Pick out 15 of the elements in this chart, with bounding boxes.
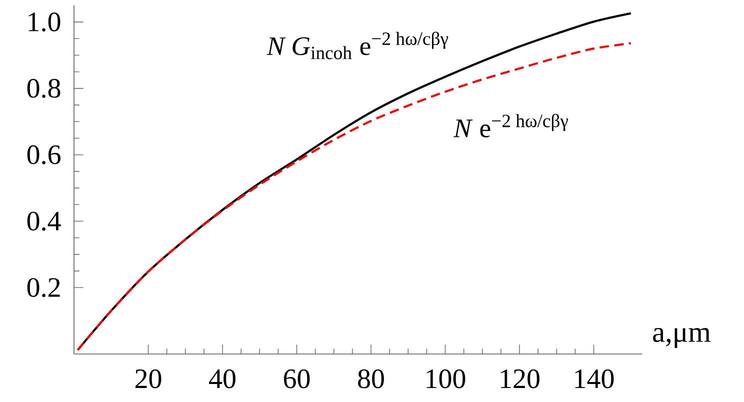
x-tick-label: 60 xyxy=(284,369,310,388)
x-tick-label: 20 xyxy=(135,369,162,388)
annotation: N e$^{−2 hω/cβγ}$ xyxy=(453,114,568,138)
y-tick-label: 0.2 xyxy=(27,278,60,298)
y-tick-label: 1.0 xyxy=(28,12,60,32)
annotation: N G$_{incoh}$ e$^{−2 hω/cβγ}$ xyxy=(266,32,448,60)
y-tick-label: 0.6 xyxy=(27,145,60,164)
y-tick-label: 0.8 xyxy=(27,78,60,98)
x-tick-label: 40 xyxy=(209,369,236,388)
x-tick-label: 140 xyxy=(575,369,614,388)
x-tick-label: 80 xyxy=(358,369,384,388)
x-axis-title: a,μm xyxy=(653,328,710,348)
x-tick-label: 120 xyxy=(500,369,540,388)
x-tick-label: 100 xyxy=(426,369,466,388)
y-tick-label: 0.4 xyxy=(27,212,61,231)
